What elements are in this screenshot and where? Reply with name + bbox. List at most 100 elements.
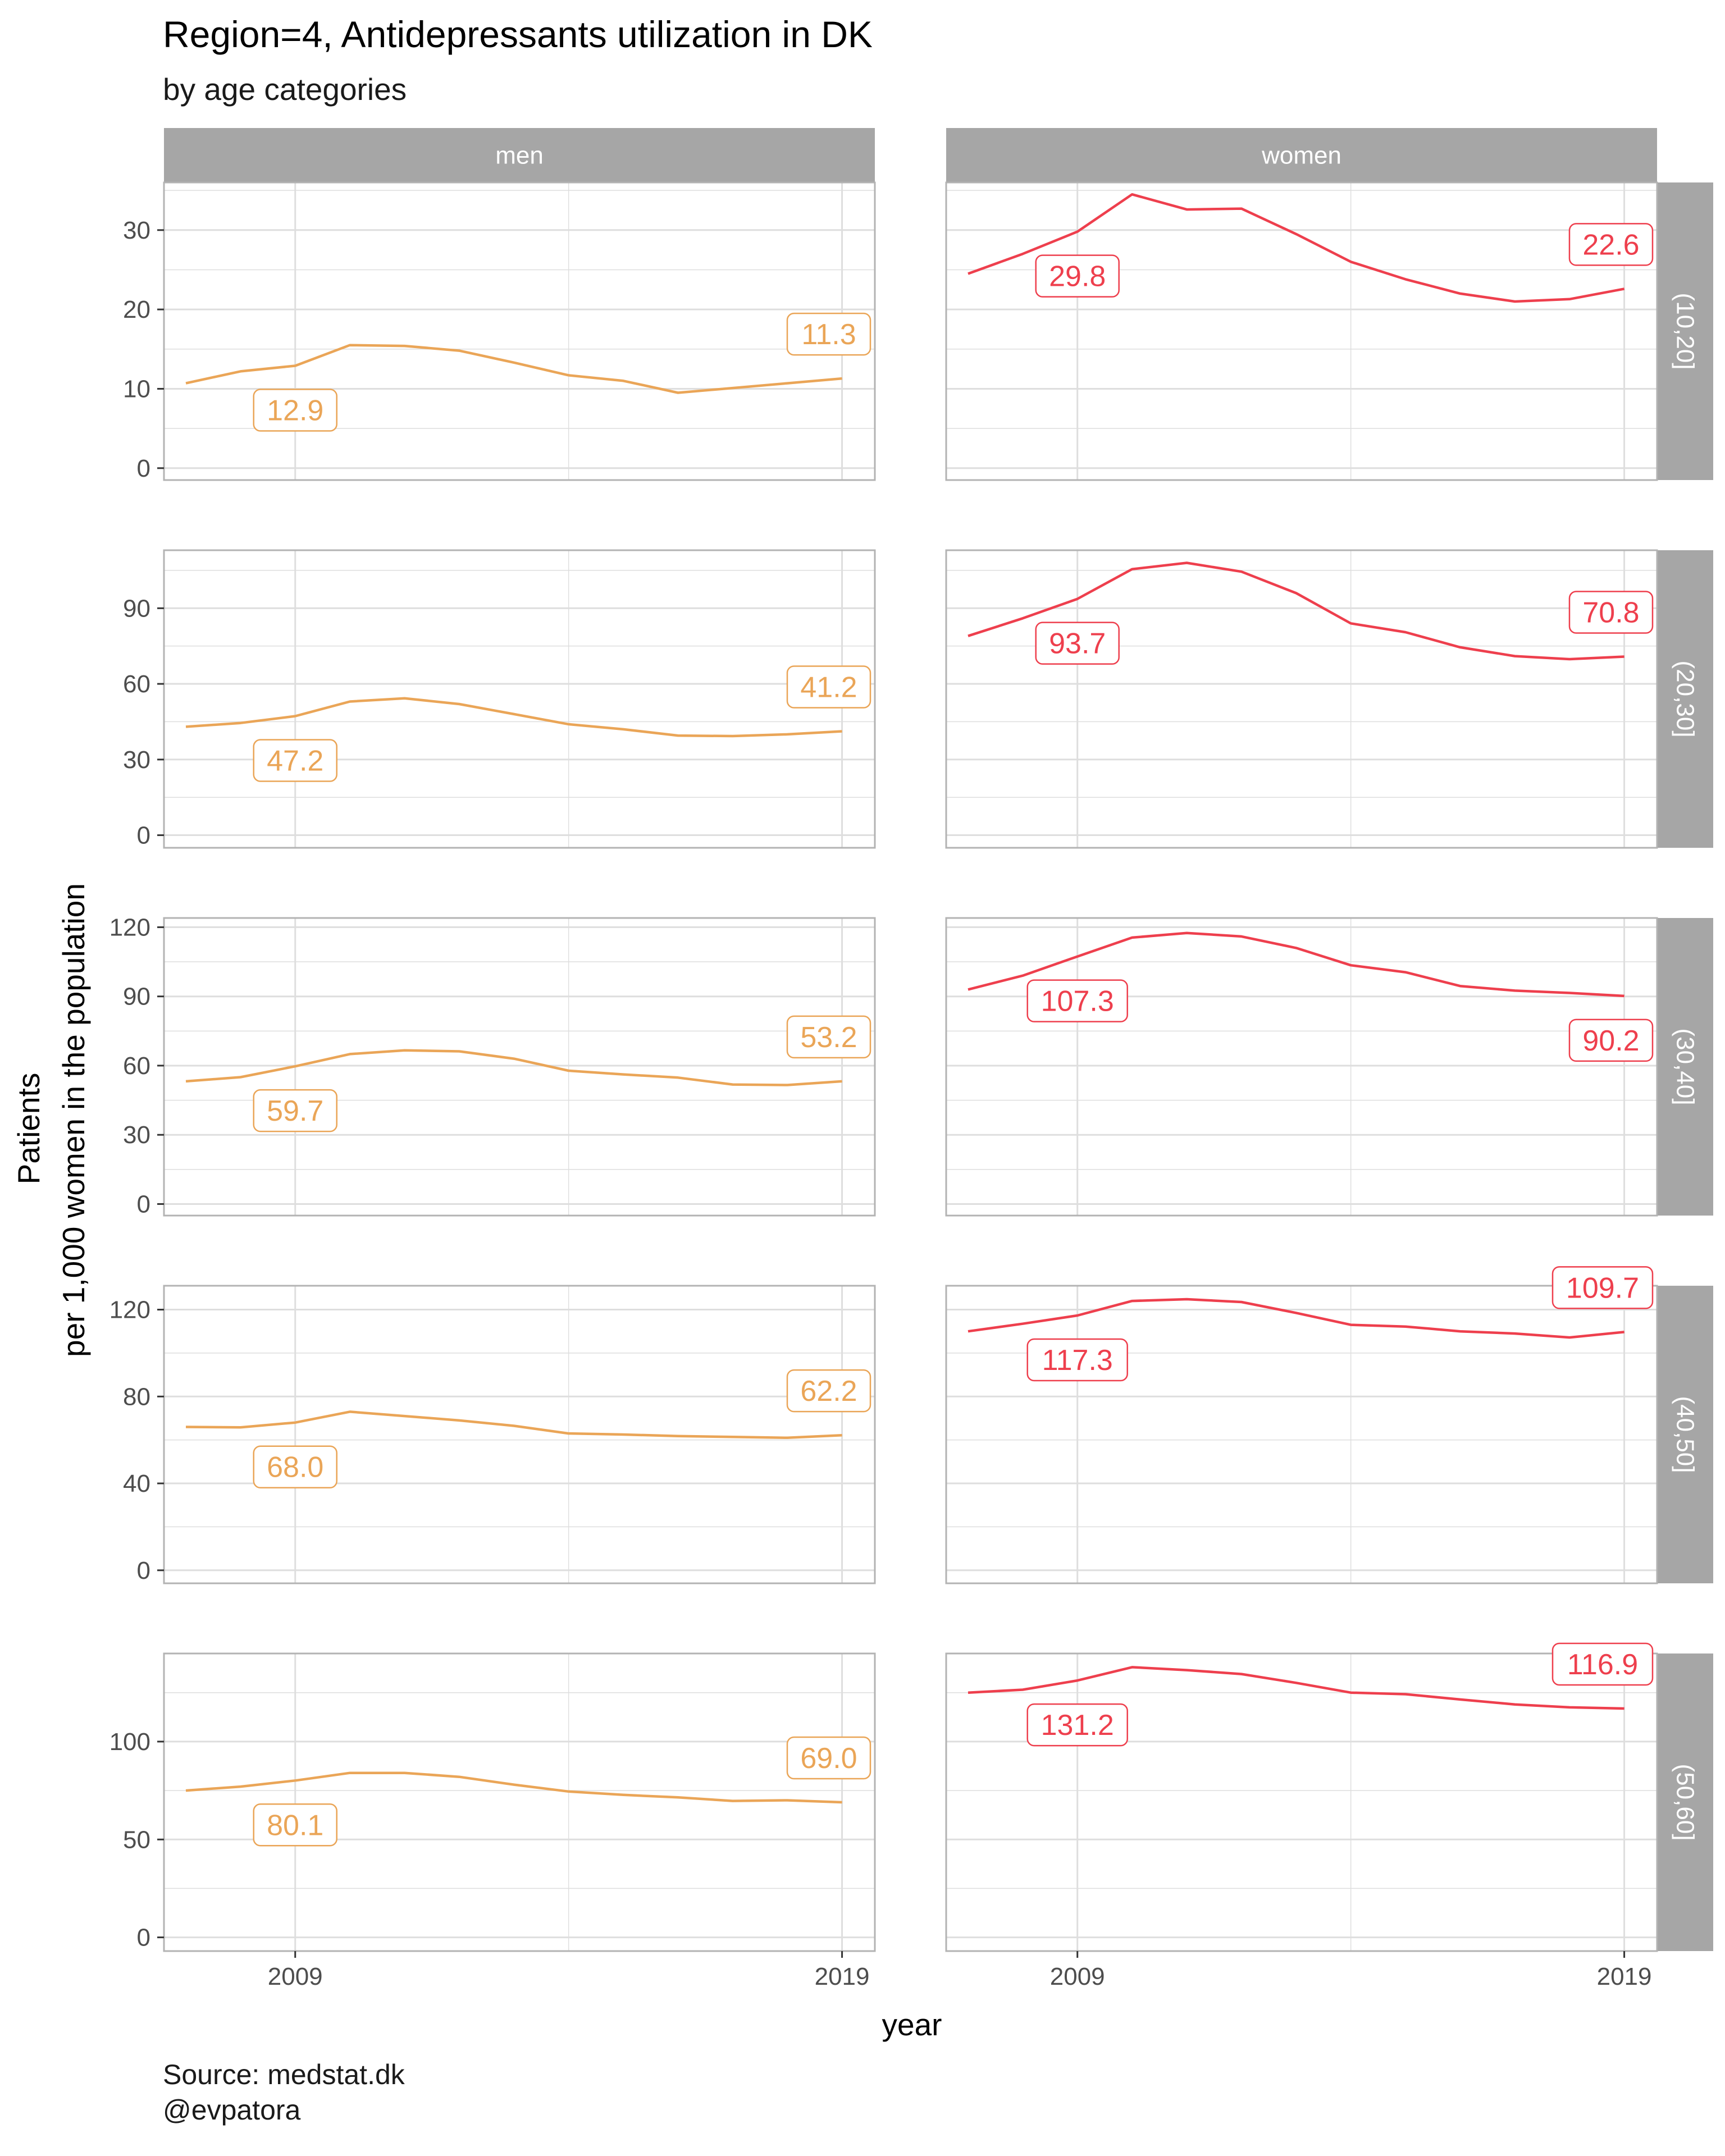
panel-women-row-3: 117.3 109.7 bbox=[945, 1266, 1658, 1584]
row-strip-label-1: (20,30] bbox=[1672, 661, 1699, 738]
data-label-text: 90.2 bbox=[1582, 1025, 1639, 1057]
row-strip-1 bbox=[1657, 550, 1713, 848]
data-label-text: 62.2 bbox=[800, 1375, 857, 1408]
y-tick-label: 0 bbox=[137, 455, 150, 482]
y-tick-label: 30 bbox=[123, 1121, 150, 1149]
y-tick-label: 120 bbox=[109, 1296, 150, 1324]
data-label-women: 90.2 bbox=[1568, 1018, 1654, 1062]
data-label-box bbox=[1551, 1266, 1654, 1309]
data-label-men: 41.2 bbox=[786, 665, 871, 709]
data-label-women: 22.6 bbox=[1568, 223, 1654, 266]
chart-subtitle: by age categories bbox=[163, 72, 407, 107]
data-label-men: 69.0 bbox=[786, 1736, 871, 1780]
data-label-box bbox=[786, 1369, 871, 1413]
series-line-women bbox=[968, 931, 1624, 998]
data-label-box bbox=[1035, 622, 1120, 665]
data-label-women: 70.8 bbox=[1568, 591, 1654, 634]
panels-layer: men women (10,20] 12.9 11.3 0 10 20 30 29.8 22.6 (2… bbox=[109, 128, 1713, 1990]
y-tick-label: 0 bbox=[137, 1190, 150, 1218]
panel-border bbox=[945, 549, 1658, 849]
data-label-text: 53.2 bbox=[800, 1021, 857, 1054]
chart-title: Region=4, Antidepressants utilization in… bbox=[163, 13, 873, 55]
data-label-men: 80.1 bbox=[253, 1803, 337, 1847]
data-label-women: 109.7 bbox=[1551, 1266, 1654, 1309]
series-line-women bbox=[968, 1298, 1624, 1339]
data-label-box bbox=[1568, 1018, 1654, 1062]
data-label-men: 68.0 bbox=[253, 1445, 337, 1488]
facet-strip-label-men: men bbox=[495, 142, 544, 170]
data-label-box bbox=[786, 1736, 871, 1780]
y-tick-label: 100 bbox=[109, 1728, 150, 1756]
y-tick-label: 20 bbox=[123, 296, 150, 323]
y-tick-label: 60 bbox=[123, 1052, 150, 1080]
series-line-men bbox=[185, 1771, 842, 1804]
y-tick-label: 120 bbox=[109, 913, 150, 941]
data-label-women: 117.3 bbox=[1026, 1338, 1128, 1382]
series-line-men bbox=[185, 344, 842, 394]
row-strip-4 bbox=[1657, 1653, 1713, 1951]
x-tick-label: 2009 bbox=[1050, 1963, 1105, 1990]
facet-strip-women bbox=[946, 128, 1657, 182]
y-tick-label: 0 bbox=[137, 1924, 150, 1952]
panel-men-row-4: 80.1 69.0 0 50 100 2009 2019 bbox=[109, 1652, 876, 1990]
data-label-text: 59.7 bbox=[267, 1095, 323, 1127]
caption-handle: @evpatora bbox=[163, 2094, 301, 2126]
panel-border bbox=[945, 917, 1658, 1217]
panel-border bbox=[163, 181, 876, 481]
y-tick-label: 10 bbox=[123, 375, 150, 403]
y-tick-label: 90 bbox=[123, 983, 150, 1011]
series-line-women bbox=[968, 193, 1625, 303]
panel-men-row-0: 12.9 11.3 0 10 20 30 bbox=[123, 181, 876, 482]
data-label-text: 22.6 bbox=[1582, 229, 1639, 261]
row-strip-2 bbox=[1657, 918, 1713, 1216]
y-tick-label: 0 bbox=[137, 822, 150, 849]
panel-women-row-4: 131.2 116.9 2009 2019 bbox=[945, 1642, 1658, 1990]
data-label-text: 69.0 bbox=[800, 1742, 857, 1775]
row-strip-label-4: (50,60] bbox=[1672, 1764, 1699, 1841]
data-label-box bbox=[253, 389, 337, 432]
data-label-text: 109.7 bbox=[1566, 1272, 1639, 1304]
panel-border bbox=[163, 1652, 876, 1952]
data-label-women: 107.3 bbox=[1026, 979, 1128, 1022]
panel-women-row-1: 93.7 70.8 bbox=[945, 549, 1658, 849]
data-label-text: 29.8 bbox=[1049, 261, 1106, 293]
y-axis-title-line-2: per 1,000 women in the population bbox=[56, 883, 91, 1357]
y-tick-label: 0 bbox=[137, 1557, 150, 1584]
data-label-men: 12.9 bbox=[253, 389, 337, 432]
data-label-men: 59.7 bbox=[253, 1089, 337, 1132]
data-label-box bbox=[253, 1803, 337, 1847]
data-label-box bbox=[253, 739, 337, 782]
data-label-women: 116.9 bbox=[1551, 1642, 1654, 1686]
data-label-women: 29.8 bbox=[1035, 254, 1120, 298]
data-label-box bbox=[253, 1445, 337, 1488]
y-tick-label: 90 bbox=[123, 595, 150, 622]
data-label-box bbox=[1568, 223, 1654, 266]
panel-men-row-2: 59.7 53.2 0 30 60 90 120 bbox=[109, 913, 876, 1218]
panel-women-row-2: 107.3 90.2 bbox=[945, 917, 1658, 1217]
y-tick-label: 40 bbox=[123, 1470, 150, 1497]
data-label-box bbox=[786, 1015, 871, 1059]
y-tick-label: 60 bbox=[123, 670, 150, 698]
x-axis-title: year bbox=[882, 2007, 942, 2042]
data-label-text: 80.1 bbox=[267, 1809, 323, 1842]
row-strip-label-0: (10,20] bbox=[1672, 293, 1699, 370]
panel-border bbox=[945, 1652, 1658, 1952]
data-label-text: 93.7 bbox=[1049, 628, 1106, 660]
panel-border bbox=[163, 1285, 876, 1584]
x-tick-label: 2019 bbox=[815, 1963, 870, 1990]
panel-border bbox=[163, 917, 876, 1217]
row-strip-label-3: (40,50] bbox=[1672, 1396, 1699, 1473]
data-label-box bbox=[1026, 1338, 1128, 1382]
panel-men-row-3: 68.0 62.2 0 40 80 120 bbox=[109, 1285, 876, 1584]
data-label-text: 116.9 bbox=[1567, 1648, 1638, 1681]
y-tick-label: 30 bbox=[123, 217, 150, 244]
data-label-text: 70.8 bbox=[1582, 597, 1639, 629]
data-label-text: 11.3 bbox=[801, 318, 856, 351]
series-line-women bbox=[968, 1666, 1624, 1710]
row-strip-label-2: (30,40] bbox=[1672, 1029, 1699, 1106]
panel-border bbox=[945, 181, 1658, 481]
data-label-text: 68.0 bbox=[267, 1451, 323, 1484]
facet-strip-men bbox=[164, 128, 875, 182]
panel-women-row-0: 29.8 22.6 bbox=[945, 181, 1658, 481]
